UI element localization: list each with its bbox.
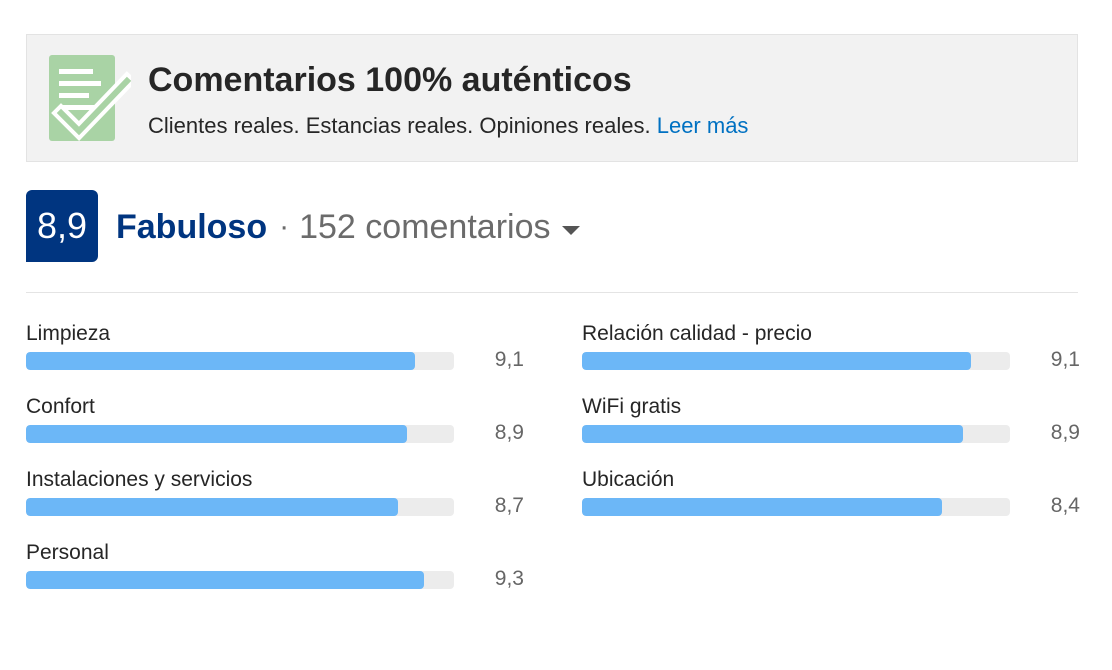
category-label: Ubicación — [582, 468, 675, 491]
category-label: WiFi gratis — [582, 395, 682, 418]
score-bar-fill — [582, 352, 972, 370]
score-bar-track — [582, 498, 1010, 516]
score-bar-fill — [26, 352, 416, 370]
category-score-value: 8,9 — [494, 421, 524, 444]
category-score-value: 8,4 — [1050, 494, 1080, 517]
category-score-value: 9,1 — [1050, 348, 1080, 371]
category-score-value: 9,1 — [494, 348, 524, 371]
category-score-limpieza: Limpieza 9,1 — [26, 322, 526, 386]
score-bar-track — [26, 498, 454, 516]
category-score-personal: Personal 9,3 — [26, 541, 526, 605]
chevron-down-icon — [562, 225, 581, 235]
score-bar-fill — [26, 498, 399, 516]
score-bar-fill — [26, 571, 425, 589]
review-count-dropdown[interactable]: Fabuloso · 152 comentarios — [116, 202, 581, 252]
category-score-wifi-gratis: WiFi gratis 8,9 — [582, 395, 1082, 459]
authentic-reviews-banner: Comentarios 100% auténticos Clientes rea… — [26, 34, 1078, 162]
rating-separator: · — [279, 210, 290, 243]
read-more-link[interactable]: Leer más — [656, 113, 749, 138]
score-bar-fill — [26, 425, 407, 443]
category-label: Limpieza — [26, 322, 111, 345]
category-label: Instalaciones y servicios — [26, 468, 253, 491]
category-score-confort: Confort 8,9 — [26, 395, 526, 459]
category-score-value: 8,9 — [1050, 421, 1080, 444]
score-bar-track — [582, 352, 1010, 370]
score-bar-fill — [582, 498, 942, 516]
category-score-value: 8,7 — [494, 494, 524, 517]
score-bar-track — [582, 425, 1010, 443]
score-bar-fill — [582, 425, 963, 443]
review-score-badge: 8,9 — [26, 190, 98, 262]
rating-word: Fabuloso — [116, 207, 268, 246]
score-bar-track — [26, 571, 454, 589]
category-label: Relación calidad - precio — [582, 322, 812, 345]
review-count: 152 comentarios — [299, 207, 551, 246]
category-label: Personal — [26, 541, 109, 564]
score-bar-track — [26, 352, 454, 370]
score-bar-track — [26, 425, 454, 443]
verified-reviews-document-icon — [49, 55, 131, 141]
category-score-ubicacion: Ubicación 8,4 — [582, 468, 1082, 532]
banner-title: Comentarios 100% auténticos — [148, 61, 632, 99]
divider — [26, 292, 1078, 293]
category-score-instalaciones-y-servicios: Instalaciones y servicios 8,7 — [26, 468, 526, 532]
banner-subtitle-text: Clientes reales. Estancias reales. Opini… — [148, 113, 651, 138]
category-label: Confort — [26, 395, 95, 418]
category-score-value: 9,3 — [494, 567, 524, 590]
category-score-relacion-calidad-precio: Relación calidad - precio 9,1 — [582, 322, 1082, 386]
banner-subtitle: Clientes reales. Estancias reales. Opini… — [148, 113, 748, 139]
